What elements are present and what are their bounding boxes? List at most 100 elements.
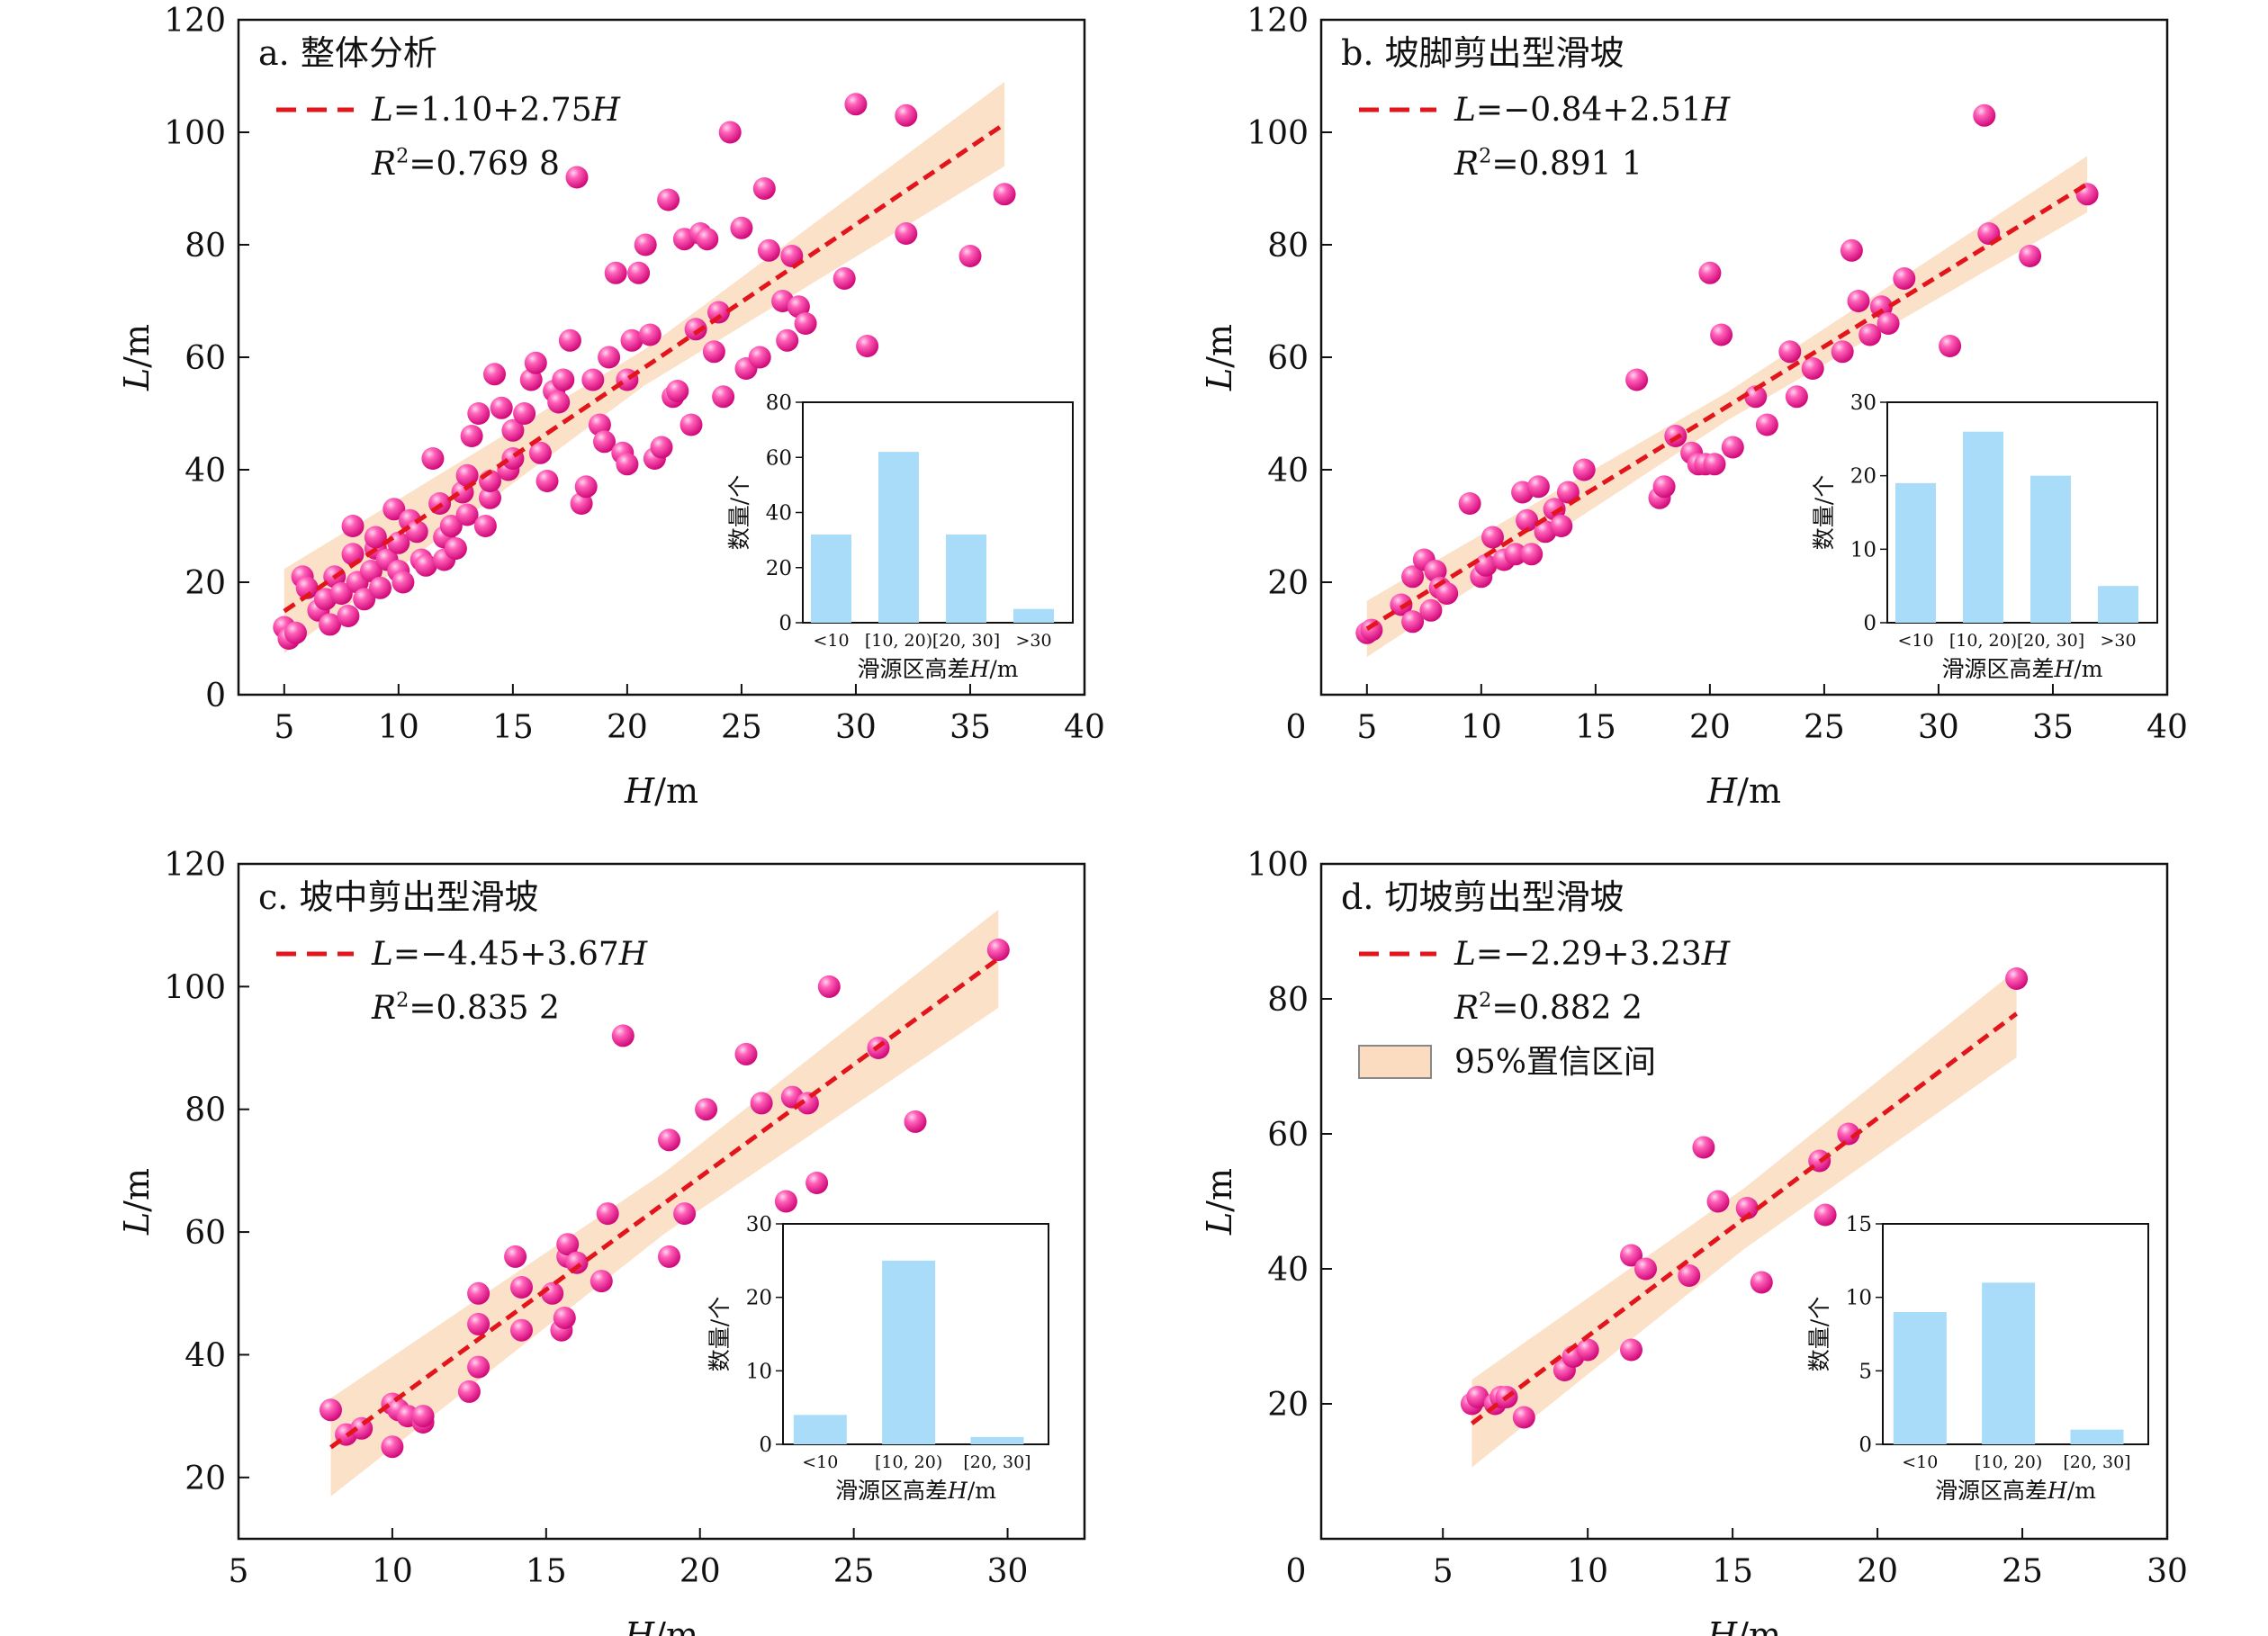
inset-y-tick-label: 0 [1863, 612, 1876, 635]
data-point [1858, 323, 1882, 346]
data-point [1576, 1338, 1599, 1362]
x-axis-label: H/m [1706, 771, 1781, 811]
x-tick-label: 15 [1712, 1553, 1753, 1590]
data-point [627, 261, 651, 284]
data-point [1721, 436, 1744, 459]
data-point [696, 228, 719, 251]
data-point [1512, 1406, 1535, 1429]
data-point [707, 301, 730, 324]
x-tick-label: 15 [526, 1553, 567, 1590]
y-tick-label: 20 [184, 1461, 226, 1497]
panel-title: a. 整体分析 [258, 33, 437, 73]
r2-label: R2=0.882 2 [1454, 988, 1642, 1027]
data-point [574, 475, 598, 499]
y-axis-label: L/m [1200, 1168, 1239, 1236]
data-point [1778, 340, 1802, 364]
equation-label: L=−0.84+2.51H [1454, 92, 1731, 129]
data-point [392, 571, 415, 594]
data-point [547, 391, 571, 414]
data-point [353, 588, 376, 611]
data-point [1424, 560, 1447, 582]
x-tick-label: 10 [378, 709, 419, 746]
data-point [528, 441, 552, 464]
data-point [658, 1128, 680, 1152]
inset-bar [1893, 1312, 1947, 1444]
y-tick-label: 80 [1267, 982, 1309, 1019]
data-point [712, 385, 735, 409]
data-point [1735, 1197, 1759, 1219]
data-point [1390, 593, 1413, 616]
data-point [411, 1405, 435, 1428]
x-tick-label: 5 [1433, 1553, 1454, 1590]
fit-line [1365, 182, 2089, 631]
data-point [467, 402, 490, 425]
data-point [467, 1281, 490, 1305]
data-point [1973, 103, 1996, 127]
data-point [730, 216, 753, 239]
data-point [490, 396, 513, 419]
plot-frame [1319, 862, 2169, 1541]
inset-bar [882, 1260, 936, 1444]
inset-bar [878, 452, 919, 623]
data-points [320, 939, 1010, 1459]
data-point [752, 177, 776, 200]
y-tick-label: 40 [184, 1337, 226, 1374]
data-point [748, 346, 771, 369]
data-point [581, 368, 605, 391]
data-point [1939, 335, 1962, 357]
data-point [479, 486, 501, 509]
inset-y-tick-label: 0 [1858, 1434, 1872, 1457]
y-tick-label: 20 [1267, 1387, 1309, 1424]
x-tick-label: 15 [1575, 709, 1616, 746]
inset-bar [970, 1436, 1024, 1444]
y-tick-label: 100 [164, 115, 226, 152]
data-point [604, 261, 627, 284]
data-point [510, 1276, 533, 1299]
inset-category-label: [20, 30] [2063, 1452, 2130, 1472]
x-tick-label: 30 [1918, 709, 1959, 746]
fit-line [283, 121, 1006, 614]
data-point [552, 368, 575, 391]
inset-category-label: [10, 20) [1975, 1452, 2042, 1472]
data-point [439, 515, 463, 537]
inset-bar [1013, 608, 1054, 623]
data-point [553, 1307, 576, 1329]
inset-bar [811, 535, 851, 623]
data-point [1706, 1190, 1730, 1213]
inset-category-label: <10 [1897, 631, 1933, 651]
y-tick-label: 60 [184, 340, 226, 377]
data-point [590, 1270, 613, 1293]
data-point [1678, 1264, 1701, 1287]
data-point [1466, 1386, 1490, 1408]
inset-y-tick-label: 15 [1846, 1213, 1872, 1236]
inset-bar [793, 1415, 847, 1444]
inset-bar [1963, 431, 2003, 623]
panel-title: d. 切坡剪出型滑坡 [1341, 877, 1624, 917]
y-tick-label: 20 [184, 565, 226, 602]
x-tick-label: 30 [835, 709, 877, 746]
data-point [616, 453, 639, 476]
inset-histogram: <10 [10, 20) [20, 30] 0 5 10 15 滑源区高差H/m 数量/个 [1806, 1213, 2149, 1504]
data-point [1520, 543, 1544, 566]
data-point [329, 582, 353, 605]
data-point [341, 515, 364, 537]
data-point [473, 515, 497, 537]
data-point [519, 368, 543, 391]
inset-y-tick-label: 40 [766, 502, 792, 526]
inset-y-tick-label: 10 [1846, 1287, 1872, 1310]
data-point [1543, 498, 1566, 521]
inset-category-label: [10, 20) [1949, 631, 2017, 651]
y-axis-label: L/m [1200, 324, 1239, 391]
y-tick-label: 120 [164, 847, 226, 884]
data-point [695, 1098, 718, 1121]
data-point [2075, 183, 2099, 206]
data-point [1876, 312, 1900, 335]
data-point [776, 328, 799, 352]
inset-bar [2030, 475, 2071, 623]
data-point [501, 418, 525, 442]
data-point [460, 425, 483, 447]
data-point [510, 1318, 533, 1342]
data-point [1401, 610, 1425, 634]
